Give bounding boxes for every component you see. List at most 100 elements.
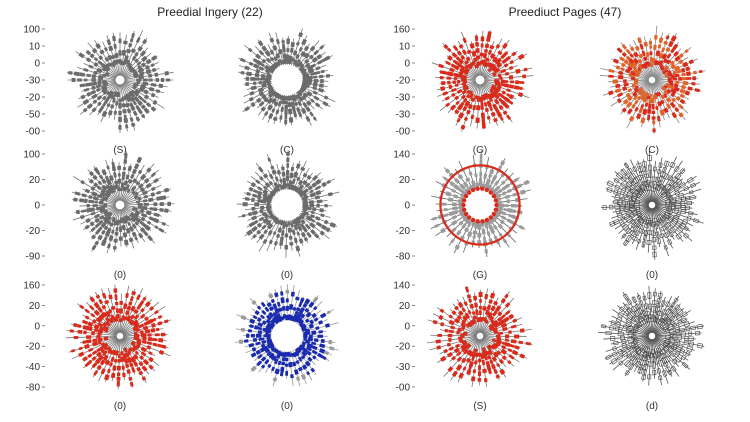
data-marker	[501, 341, 506, 346]
data-marker	[101, 292, 107, 299]
radial-chart-0-1: (C)	[238, 28, 336, 156]
data-marker	[107, 187, 113, 194]
data-marker	[640, 176, 647, 184]
data-marker	[493, 329, 499, 334]
data-marker	[660, 47, 666, 53]
data-marker	[255, 333, 262, 338]
data-marker	[91, 330, 96, 336]
data-marker	[674, 355, 682, 363]
data-marker	[622, 193, 628, 198]
data-marker	[519, 353, 526, 359]
data-marker	[103, 225, 109, 231]
data-marker	[140, 104, 146, 110]
data-marker	[129, 381, 134, 387]
data-marker	[680, 317, 687, 324]
data-marker	[286, 157, 290, 163]
data-marker	[255, 53, 262, 60]
inner-ring-dot	[461, 198, 467, 203]
data-marker	[277, 227, 283, 233]
y-tick-label: -20	[396, 226, 411, 237]
y-tick-label: -30	[396, 110, 411, 121]
data-marker	[88, 199, 95, 204]
data-marker	[84, 308, 90, 314]
data-marker	[482, 53, 488, 59]
data-marker	[440, 81, 446, 86]
subplot-label: (0)	[114, 401, 126, 412]
data-marker	[271, 169, 277, 175]
data-marker	[260, 343, 266, 348]
spoke	[624, 338, 651, 377]
data-marker	[653, 223, 659, 230]
data-marker	[263, 111, 269, 117]
data-marker	[626, 101, 633, 108]
data-marker	[244, 106, 250, 112]
data-marker	[634, 347, 642, 355]
data-marker	[94, 200, 98, 204]
data-marker	[313, 232, 320, 239]
data-marker	[95, 84, 101, 89]
data-marker	[651, 306, 657, 313]
y-tick-label: -00	[396, 127, 411, 138]
data-marker	[643, 364, 649, 371]
y-tick-label: -20	[396, 76, 411, 87]
data-marker	[251, 346, 257, 352]
data-marker	[670, 198, 677, 204]
spoke	[622, 302, 651, 334]
data-marker	[463, 116, 469, 122]
spoke	[652, 208, 661, 248]
data-marker	[490, 111, 496, 117]
data-marker	[452, 80, 457, 84]
data-marker	[655, 50, 661, 57]
data-marker	[493, 67, 501, 74]
data-marker	[456, 356, 463, 362]
spoke	[655, 205, 698, 216]
data-marker	[629, 172, 637, 180]
data-marker	[648, 181, 654, 187]
data-marker	[670, 88, 677, 95]
data-marker	[660, 300, 666, 308]
data-marker	[312, 90, 318, 95]
data-marker	[495, 43, 501, 49]
data-marker	[106, 243, 111, 249]
data-marker	[240, 314, 247, 321]
data-marker	[503, 207, 509, 212]
data-marker	[256, 305, 262, 310]
data-marker	[650, 315, 656, 322]
data-marker	[250, 85, 257, 91]
data-marker	[665, 35, 670, 40]
data-marker	[132, 325, 140, 332]
data-marker	[132, 72, 139, 79]
data-marker	[678, 327, 686, 333]
data-marker	[304, 360, 311, 367]
data-marker	[127, 165, 133, 172]
data-marker	[269, 49, 275, 55]
data-marker	[103, 336, 109, 341]
data-marker	[80, 94, 86, 100]
inner-ring-dot	[493, 207, 499, 212]
data-marker	[117, 354, 121, 359]
inner-ring-dot	[466, 215, 472, 220]
data-marker	[95, 358, 101, 365]
data-marker	[643, 166, 648, 173]
spoke	[458, 160, 474, 191]
data-marker	[655, 105, 659, 111]
spoke	[482, 157, 490, 189]
data-marker	[74, 191, 81, 196]
data-marker	[89, 296, 96, 303]
data-marker	[137, 232, 144, 239]
data-marker	[686, 215, 692, 221]
data-marker	[150, 63, 155, 68]
data-marker	[653, 44, 657, 51]
data-marker	[263, 185, 268, 191]
data-marker	[86, 91, 92, 97]
data-marker	[501, 355, 507, 361]
data-marker	[305, 100, 312, 107]
data-marker	[310, 214, 315, 219]
data-marker	[455, 343, 461, 349]
data-marker	[91, 356, 97, 362]
data-marker	[652, 299, 657, 306]
data-marker	[101, 79, 108, 85]
spoke	[654, 181, 701, 204]
data-marker	[121, 171, 126, 177]
spoke	[292, 160, 307, 192]
